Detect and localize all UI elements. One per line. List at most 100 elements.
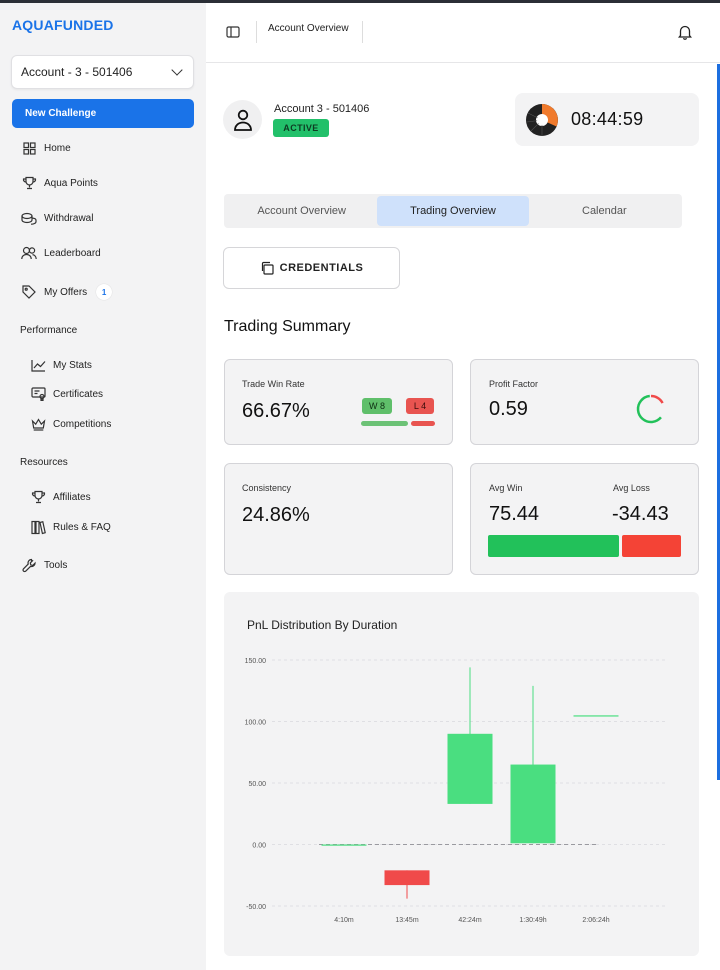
losses-bar xyxy=(411,421,435,426)
account-name: Account 3 - 501406 xyxy=(274,103,370,115)
profit-factor-card: Profit Factor 0.59 xyxy=(470,359,699,445)
candle-body xyxy=(384,870,430,886)
wins-badge: W 8 xyxy=(362,398,392,414)
sidebar-item-label: My Offers xyxy=(44,286,88,298)
sidebar-item-label: Rules & FAQ xyxy=(53,521,111,533)
sidebar-item-home[interactable]: Home xyxy=(21,140,71,156)
avg-win-loss-card: Avg Win Avg Loss 75.44 -34.43 xyxy=(470,463,699,575)
candle-body xyxy=(510,764,556,844)
offers-count-badge: 1 xyxy=(96,284,113,300)
consistency-label: Consistency xyxy=(242,483,292,493)
header-divider xyxy=(362,21,363,43)
avg-loss-value: -34.43 xyxy=(612,503,669,525)
sidebar-item-my-stats[interactable]: My Stats xyxy=(30,357,92,373)
sidebar-item-label: Home xyxy=(44,142,71,154)
candle-body xyxy=(321,844,367,846)
tab-calendar[interactable]: Calendar xyxy=(582,205,627,217)
x-tick-label: 1:30:49h xyxy=(519,917,546,924)
section-title-resources: Resources xyxy=(20,457,68,468)
timer-dial-icon xyxy=(526,103,558,136)
win-rate-card: Trade Win Rate 66.67% W 8 L 4 xyxy=(224,359,453,445)
avatar xyxy=(223,100,262,139)
wrench-icon xyxy=(21,557,37,573)
section-title-performance: Performance xyxy=(20,325,78,336)
sidebar-item-competitions[interactable]: Competitions xyxy=(30,416,111,432)
sidebar-item-label: Aqua Points xyxy=(44,177,98,189)
avg-loss-label: Avg Loss xyxy=(613,483,650,493)
profit-factor-value: 0.59 xyxy=(489,398,528,420)
profit-factor-label: Profit Factor xyxy=(489,379,539,389)
sidebar-toggle-icon[interactable] xyxy=(226,25,240,39)
top-header: Account Overview xyxy=(206,3,720,63)
account-select-value: Account - 3 - 501406 xyxy=(21,65,133,79)
pnl-duration-chart-card: PnL Distribution By Duration 150.00 100.0… xyxy=(224,592,699,956)
certificate-icon xyxy=(30,386,46,402)
sidebar-item-label: Affiliates xyxy=(53,491,91,503)
sidebar-item-withdrawal[interactable]: Withdrawal xyxy=(21,210,93,226)
status-badge: ACTIVE xyxy=(273,119,329,137)
chart-line-icon xyxy=(30,357,46,373)
books-icon xyxy=(30,519,46,535)
sidebar-item-affiliates[interactable]: Affiliates xyxy=(30,489,91,505)
credentials-button[interactable]: CREDENTIALS xyxy=(223,247,400,289)
copy-icon xyxy=(261,261,274,275)
avg-win-label: Avg Win xyxy=(489,483,523,493)
tag-icon xyxy=(21,284,37,300)
countdown-timer: 08:44:59 xyxy=(571,109,644,129)
user-icon xyxy=(233,109,252,131)
bell-icon[interactable] xyxy=(678,24,692,40)
credentials-label: CREDENTIALS xyxy=(279,262,364,274)
header-title: Account Overview xyxy=(268,23,349,34)
wins-bar xyxy=(361,421,408,426)
sidebar-item-label: Tools xyxy=(44,559,68,571)
losses-badge: L 4 xyxy=(406,398,434,414)
avg-loss-bar xyxy=(622,535,681,557)
sidebar-item-label: Leaderboard xyxy=(44,247,101,259)
x-tick-label: 2:06:24h xyxy=(582,917,609,924)
sidebar-item-leaderboard[interactable]: Leaderboard xyxy=(21,245,101,261)
sidebar-item-certificates[interactable]: Certificates xyxy=(30,386,103,402)
pnl-duration-chart: 150.00 100.00 50.00 0.00 -50.00 4:10m 13:45m 42… xyxy=(245,658,666,924)
sidebar-item-tools[interactable]: Tools xyxy=(21,557,67,573)
account-select[interactable]: Account - 3 - 501406 xyxy=(11,55,194,89)
tab-account-overview[interactable]: Account Overview xyxy=(257,205,346,217)
crown-icon xyxy=(30,416,46,432)
chart-title: PnL Distribution By Duration xyxy=(247,618,398,632)
avg-win-bar xyxy=(488,535,619,557)
candle-body xyxy=(447,733,493,804)
x-tick-label: 13:45m xyxy=(395,917,419,924)
profit-factor-ring xyxy=(636,394,666,424)
consistency-value: 24.86% xyxy=(242,504,310,526)
win-rate-value: 66.67% xyxy=(242,400,310,422)
trophy-icon xyxy=(21,175,37,191)
sidebar-item-aqua-points[interactable]: Aqua Points xyxy=(21,175,98,191)
candle-body xyxy=(573,715,619,717)
x-tick-label: 42:24m xyxy=(458,917,482,924)
y-tick-label: -50.00 xyxy=(246,904,266,911)
win-rate-label: Trade Win Rate xyxy=(242,379,305,389)
header-divider xyxy=(256,21,257,43)
grid-icon xyxy=(21,140,37,156)
sidebar-item-my-offers[interactable]: My Offers 1 xyxy=(21,284,113,300)
trading-summary-title: Trading Summary xyxy=(224,318,351,335)
sidebar: AQUAFUNDED Account - 3 - 501406 New Chal… xyxy=(0,3,206,970)
consistency-card: Consistency 24.86% xyxy=(224,463,453,575)
avg-win-value: 75.44 xyxy=(489,503,540,525)
window-top-border xyxy=(0,0,720,3)
y-tick-label: 150.00 xyxy=(245,658,267,665)
sidebar-item-label: Withdrawal xyxy=(44,212,94,224)
x-tick-label: 4:10m xyxy=(334,917,354,924)
trophy-icon xyxy=(30,489,46,505)
sidebar-item-rules-faq[interactable]: Rules & FAQ xyxy=(30,519,111,535)
y-tick-label: 0.00 xyxy=(252,843,266,850)
new-challenge-button[interactable]: New Challenge xyxy=(12,99,194,128)
tab-trading-overview[interactable]: Trading Overview xyxy=(377,196,529,226)
sidebar-item-label: Competitions xyxy=(53,418,112,430)
users-icon xyxy=(21,245,37,261)
brand-logo[interactable]: AQUAFUNDED xyxy=(12,17,114,33)
y-tick-label: 50.00 xyxy=(248,781,266,788)
y-tick-label: 100.00 xyxy=(245,720,267,727)
timer-card: 08:44:59 xyxy=(515,93,699,146)
sidebar-item-label: My Stats xyxy=(53,359,92,371)
overview-tabs: Account Overview Trading Overview Calend… xyxy=(224,194,682,228)
